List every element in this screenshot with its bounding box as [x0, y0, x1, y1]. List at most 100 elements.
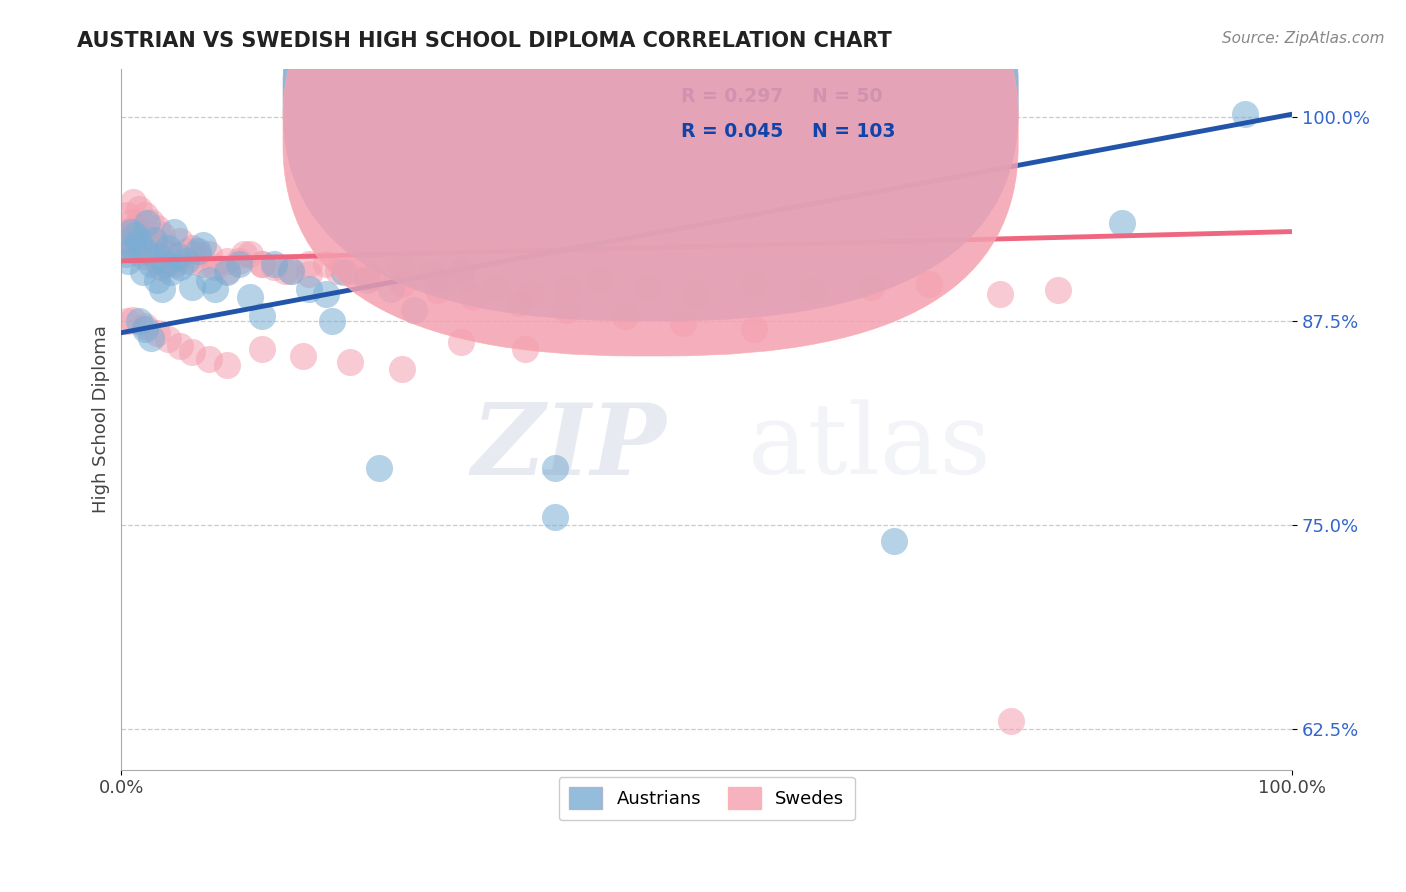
- Point: [339, 355, 361, 369]
- Point: [145, 221, 167, 235]
- Point: [174, 254, 197, 268]
- Point: [150, 260, 173, 275]
- Point: [859, 280, 882, 294]
- Point: [122, 312, 145, 326]
- Point: [263, 257, 285, 271]
- Point: [683, 286, 706, 301]
- Point: [134, 322, 156, 336]
- Point: [274, 263, 297, 277]
- Point: [128, 202, 150, 216]
- Point: [117, 208, 139, 222]
- Point: [591, 273, 613, 287]
- Point: [450, 265, 472, 279]
- Point: [291, 349, 314, 363]
- FancyBboxPatch shape: [607, 65, 935, 160]
- Point: [368, 461, 391, 475]
- FancyBboxPatch shape: [283, 0, 1018, 321]
- Point: [122, 195, 145, 210]
- Point: [122, 241, 145, 255]
- Point: [801, 283, 824, 297]
- Point: [233, 247, 256, 261]
- Point: [193, 237, 215, 252]
- Point: [148, 241, 170, 255]
- Point: [124, 227, 146, 242]
- Point: [145, 254, 167, 268]
- Point: [155, 254, 177, 268]
- Point: [145, 247, 167, 261]
- Text: N = 103: N = 103: [813, 122, 896, 141]
- Point: [637, 280, 659, 294]
- Point: [298, 257, 321, 271]
- Point: [117, 227, 139, 242]
- Text: Source: ZipAtlas.com: Source: ZipAtlas.com: [1222, 31, 1385, 46]
- Point: [148, 249, 170, 263]
- Point: [169, 260, 191, 275]
- Point: [131, 235, 153, 249]
- Point: [128, 227, 150, 242]
- Point: [120, 215, 142, 229]
- Point: [420, 267, 443, 281]
- Point: [193, 257, 215, 271]
- Point: [280, 263, 302, 277]
- Point: [1234, 107, 1257, 121]
- Text: N = 50: N = 50: [813, 87, 883, 106]
- Point: [120, 241, 142, 255]
- Point: [742, 322, 765, 336]
- Point: [315, 286, 337, 301]
- Point: [157, 247, 180, 261]
- Point: [339, 263, 361, 277]
- Point: [391, 260, 413, 275]
- Point: [250, 257, 273, 271]
- Text: AUSTRIAN VS SWEDISH HIGH SCHOOL DIPLOMA CORRELATION CHART: AUSTRIAN VS SWEDISH HIGH SCHOOL DIPLOMA …: [77, 31, 891, 51]
- Point: [204, 282, 226, 296]
- Point: [215, 359, 238, 373]
- Point: [139, 330, 162, 344]
- Point: [169, 235, 191, 249]
- Point: [1047, 283, 1070, 297]
- Point: [1000, 714, 1022, 728]
- Point: [204, 260, 226, 275]
- Point: [134, 227, 156, 242]
- Point: [143, 233, 166, 247]
- Point: [918, 277, 941, 291]
- Point: [198, 273, 221, 287]
- Point: [250, 310, 273, 324]
- Point: [426, 273, 449, 287]
- Point: [333, 265, 356, 279]
- Point: [450, 335, 472, 350]
- Text: R = 0.297: R = 0.297: [681, 87, 783, 106]
- Point: [122, 221, 145, 235]
- Point: [136, 241, 159, 255]
- Text: R = 0.045: R = 0.045: [681, 122, 783, 141]
- Point: [239, 247, 262, 261]
- Point: [215, 263, 238, 277]
- Y-axis label: High School Diploma: High School Diploma: [93, 326, 110, 513]
- Point: [120, 225, 142, 239]
- Point: [180, 254, 202, 268]
- Point: [391, 361, 413, 376]
- Point: [543, 510, 565, 524]
- Point: [159, 247, 181, 261]
- Point: [515, 342, 537, 356]
- Point: [280, 263, 302, 277]
- Point: [508, 296, 530, 310]
- Point: [555, 302, 578, 317]
- Point: [988, 286, 1011, 301]
- Point: [180, 345, 202, 359]
- Point: [143, 237, 166, 252]
- Point: [391, 277, 413, 291]
- Point: [152, 282, 174, 296]
- Point: [127, 231, 149, 245]
- Point: [139, 257, 162, 271]
- Point: [145, 273, 167, 287]
- Text: ZIP: ZIP: [471, 399, 666, 495]
- Point: [180, 241, 202, 255]
- Point: [356, 270, 378, 285]
- Point: [198, 247, 221, 261]
- Point: [159, 265, 181, 279]
- Point: [543, 461, 565, 475]
- Point: [139, 215, 162, 229]
- Point: [228, 257, 250, 271]
- Point: [117, 233, 139, 247]
- Point: [124, 221, 146, 235]
